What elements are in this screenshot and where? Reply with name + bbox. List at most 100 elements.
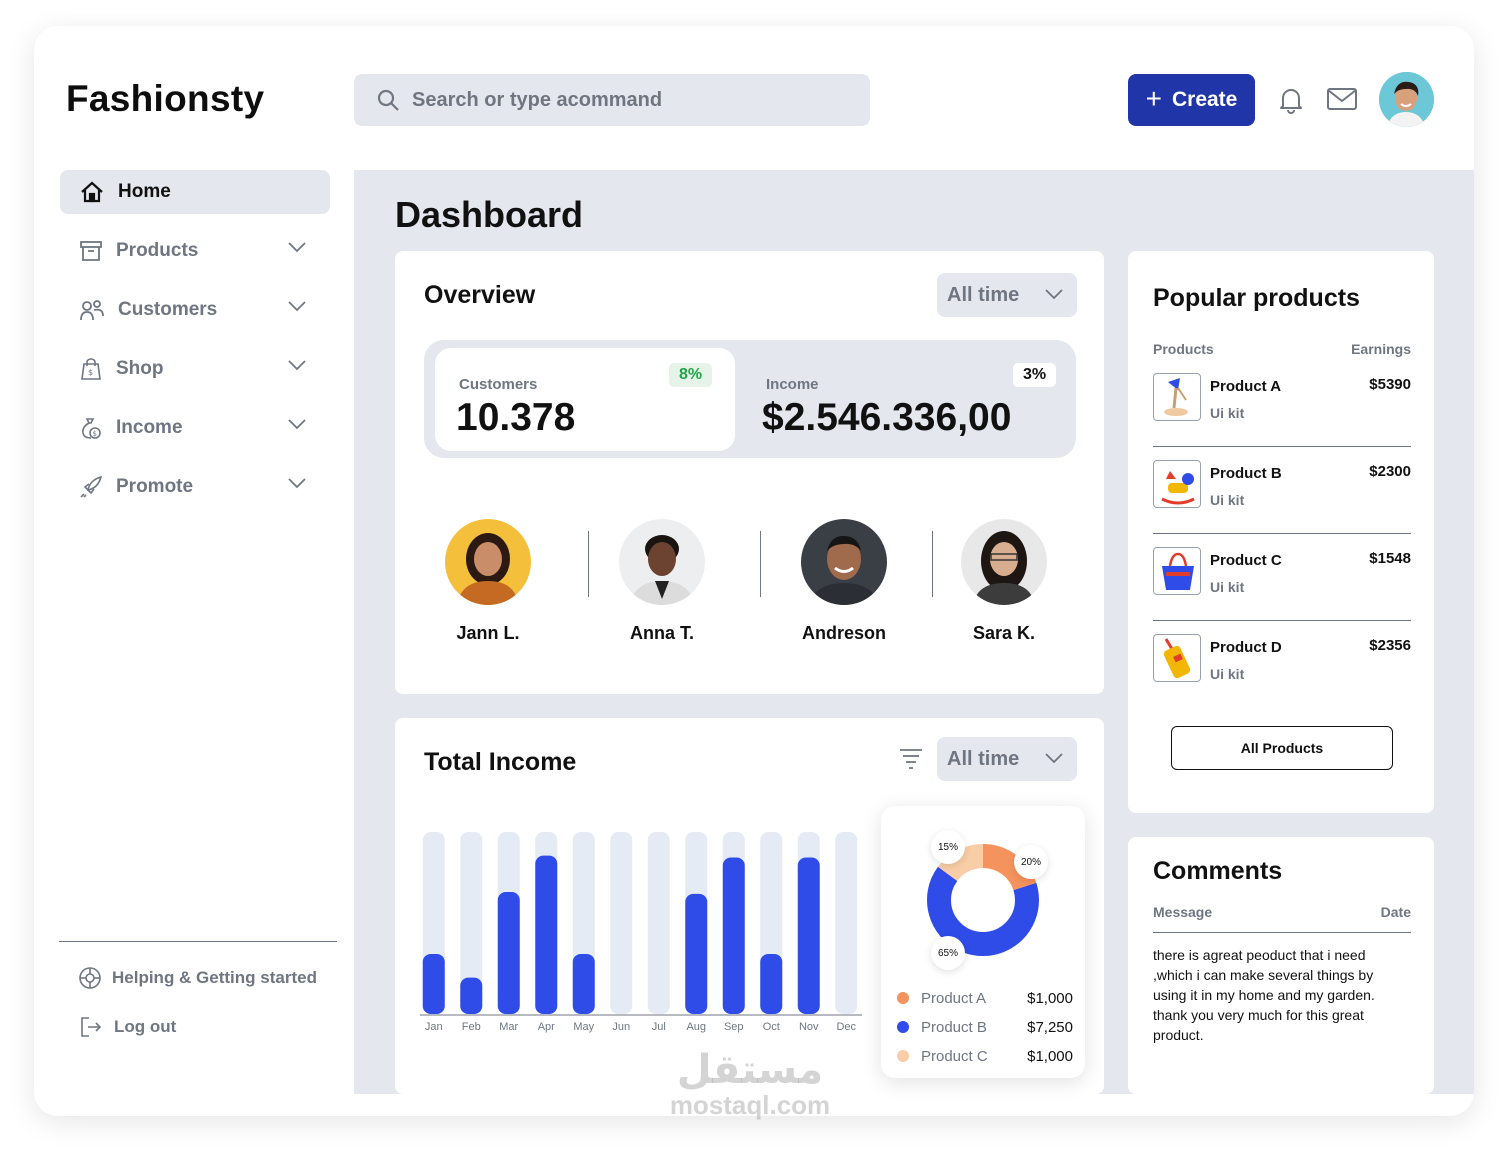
chevron-down-icon[interactable] bbox=[288, 301, 306, 312]
sidebar-item-label: Income bbox=[116, 417, 183, 438]
create-button[interactable]: + Create bbox=[1128, 74, 1255, 126]
sidebar-item-income[interactable]: $ Income bbox=[60, 406, 330, 450]
filter-lines-icon[interactable] bbox=[899, 748, 923, 770]
bar-apr[interactable] bbox=[535, 855, 558, 1014]
bar-sep[interactable] bbox=[722, 857, 745, 1014]
customer-name: Sara K. bbox=[972, 623, 1036, 643]
rocket-icon bbox=[80, 476, 102, 498]
legend-dot bbox=[897, 992, 909, 1004]
bell-icon[interactable] bbox=[1278, 86, 1304, 114]
overview-time-filter[interactable]: All time bbox=[937, 273, 1077, 317]
bar-nov[interactable] bbox=[797, 857, 820, 1014]
bar-feb[interactable] bbox=[460, 977, 483, 1014]
chevron-down-icon bbox=[1045, 289, 1063, 300]
avatar bbox=[801, 519, 887, 605]
bar-track bbox=[835, 832, 858, 1014]
sidebar-divider bbox=[59, 941, 337, 942]
x-tick-label: Mar bbox=[499, 1021, 518, 1033]
product-subtitle: Ui kit bbox=[1210, 492, 1245, 508]
divider bbox=[1153, 446, 1411, 447]
donut-slice-product-b[interactable] bbox=[927, 844, 1039, 956]
overview-title: Overview bbox=[424, 281, 536, 309]
sidebar-item-promote[interactable]: Promote bbox=[60, 465, 330, 509]
users-icon bbox=[80, 300, 104, 321]
product-earnings: $2300 bbox=[1369, 463, 1411, 480]
product-earnings: $1548 bbox=[1369, 550, 1411, 567]
bar-oct[interactable] bbox=[760, 953, 783, 1014]
bar-track bbox=[647, 832, 670, 1014]
bar-jan[interactable] bbox=[422, 953, 445, 1014]
sidebar-item-label: Products bbox=[116, 240, 199, 261]
popular-products-card: Popular products Products Earnings Produ… bbox=[1128, 251, 1434, 813]
filter-label: All time bbox=[947, 747, 1020, 770]
phone-toy-image bbox=[1163, 638, 1191, 679]
bar-may[interactable] bbox=[572, 953, 595, 1014]
avatar bbox=[961, 519, 1047, 605]
sidebar-item-home[interactable]: Home bbox=[60, 170, 330, 214]
search-bar[interactable] bbox=[354, 74, 870, 126]
x-tick-label: Nov bbox=[799, 1021, 819, 1033]
mail-icon[interactable] bbox=[1327, 87, 1357, 111]
chevron-down-icon[interactable] bbox=[288, 419, 306, 430]
product-row[interactable]: Product A Ui kit $5390 bbox=[1153, 373, 1411, 461]
legend-dot bbox=[897, 1021, 909, 1033]
product-row[interactable]: Product C Ui kit $1548 bbox=[1153, 547, 1411, 635]
money-bag-icon: $ bbox=[82, 418, 101, 439]
income-change-badge: 3% bbox=[1013, 363, 1057, 387]
products-column-header: Products bbox=[1153, 341, 1214, 357]
product-share-donut bbox=[927, 844, 1039, 956]
product-thumbnail bbox=[1153, 460, 1201, 508]
customer-card[interactable]: Anna T. bbox=[607, 519, 717, 644]
sidebar-item-shop[interactable]: $ Shop bbox=[60, 347, 330, 391]
customers-stat[interactable]: Customers 8% 10.378 bbox=[435, 348, 735, 451]
avatar bbox=[445, 519, 531, 605]
donut-label-product-b: 65% bbox=[931, 936, 965, 970]
all-products-button[interactable]: All Products bbox=[1171, 726, 1393, 770]
donut-slice-product-c[interactable] bbox=[927, 844, 1039, 956]
x-tick-label: Sep bbox=[724, 1021, 744, 1033]
rocking-horse-image bbox=[1161, 471, 1195, 505]
search-input[interactable] bbox=[412, 88, 832, 112]
x-tick-label: May bbox=[573, 1021, 594, 1033]
sidebar-item-products[interactable]: Products bbox=[60, 229, 330, 273]
sidebar-item-label: Customers bbox=[118, 299, 218, 320]
income-label: Income bbox=[766, 376, 819, 393]
customer-card[interactable]: Jann L. bbox=[433, 519, 543, 644]
customers-label: Customers bbox=[459, 376, 538, 393]
customer-card[interactable]: Sara K. bbox=[949, 519, 1059, 644]
legend-item: Product C $1,000 bbox=[897, 1046, 1073, 1066]
help-link[interactable]: Helping & Getting started bbox=[78, 966, 317, 990]
donut-label-product-a: 20% bbox=[1014, 845, 1048, 879]
product-row[interactable]: Product D Ui kit $2356 bbox=[1153, 634, 1411, 722]
earnings-column-header: Earnings bbox=[1351, 341, 1411, 357]
sidebar-item-label: Home bbox=[118, 181, 171, 202]
x-tick-label: Apr bbox=[538, 1021, 555, 1033]
bar-aug[interactable] bbox=[685, 893, 708, 1014]
filter-label: All time bbox=[947, 283, 1020, 306]
home-icon bbox=[81, 181, 103, 203]
product-row[interactable]: Product B Ui kit $2300 bbox=[1153, 460, 1411, 548]
stats-panel: Customers 8% 10.378 Income 3% $2.546.336… bbox=[424, 340, 1076, 458]
divider bbox=[1153, 620, 1411, 621]
legend-name: Product C bbox=[921, 1047, 988, 1065]
customer-card[interactable]: Andreson bbox=[789, 519, 899, 644]
customers-change-badge: 8% bbox=[669, 363, 713, 387]
user-avatar[interactable] bbox=[1379, 72, 1434, 127]
chevron-down-icon[interactable] bbox=[288, 478, 306, 489]
legend-name: Product B bbox=[921, 1018, 987, 1036]
product-name: Product D bbox=[1210, 639, 1282, 656]
sidebar-item-label: Shop bbox=[116, 358, 164, 379]
chevron-down-icon[interactable] bbox=[288, 360, 306, 371]
product-subtitle: Ui kit bbox=[1210, 666, 1245, 682]
chevron-down-icon[interactable] bbox=[288, 242, 306, 253]
product-name: Product B bbox=[1210, 465, 1282, 482]
legend-item: Product A $1,000 bbox=[897, 988, 1073, 1008]
logout-link[interactable]: Log out bbox=[80, 1017, 176, 1037]
search-icon bbox=[377, 89, 399, 111]
sidebar-item-customers[interactable]: Customers bbox=[60, 288, 330, 332]
legend-value: $1,000 bbox=[1027, 989, 1073, 1007]
income-time-filter[interactable]: All time bbox=[937, 737, 1077, 781]
x-tick-label: Aug bbox=[686, 1021, 706, 1033]
lifebuoy-icon bbox=[79, 967, 101, 989]
bar-mar[interactable] bbox=[497, 892, 520, 1014]
